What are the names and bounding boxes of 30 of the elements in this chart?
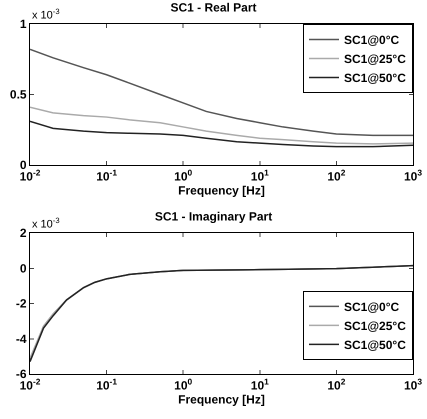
x-tick-label: 10$^{0}$	[174, 167, 193, 184]
y-tick-label: 0.5	[10, 88, 27, 102]
x-tick-label: 10$^{-1}$	[96, 167, 118, 184]
text: x 10$^{-3}$	[32, 7, 60, 22]
x-axis-title: Frequency [Hz]	[178, 183, 265, 198]
y-tick-label: -4	[16, 332, 27, 346]
x-tick-label: 10$^{-1}$	[96, 376, 118, 392]
legend-label: SC1@50°C	[344, 71, 406, 86]
x-tick-label: 10$^{1}$	[250, 167, 270, 184]
x-tick-label: 10$^{3}$	[404, 376, 422, 392]
y-tick-label: 0	[20, 261, 27, 276]
x-tick-label: 10$^{3}$	[404, 167, 422, 184]
x-axis-title: Frequency [Hz]	[178, 392, 265, 406]
chart-title: SC1 - Real Part	[170, 0, 257, 15]
x-tick-label: 10$^{2}$	[327, 376, 346, 392]
legend-label: SC1@0°C	[344, 33, 400, 48]
y-tick-label: 0	[20, 158, 27, 172]
legend-label: SC1@25°C	[344, 52, 406, 66]
legend-label: SC1@25°C	[344, 319, 406, 334]
y-tick-label: 1	[20, 17, 27, 32]
x-tick-label: 10$^{0}$	[174, 376, 193, 392]
legend-label: SC1@50°C	[344, 338, 406, 352]
x-tick-label: 10$^{1}$	[250, 376, 270, 392]
text: x 10$^{-3}$	[32, 216, 60, 231]
chart-title: SC1 - Imaginary Part	[154, 210, 272, 224]
x-tick-label: 10$^{2}$	[327, 167, 346, 184]
y-tick-label: -6	[16, 367, 27, 382]
y-tick-label: -2	[16, 296, 27, 311]
y-tick-label: 2	[20, 226, 27, 240]
legend-label: SC1@0°C	[344, 300, 400, 314]
